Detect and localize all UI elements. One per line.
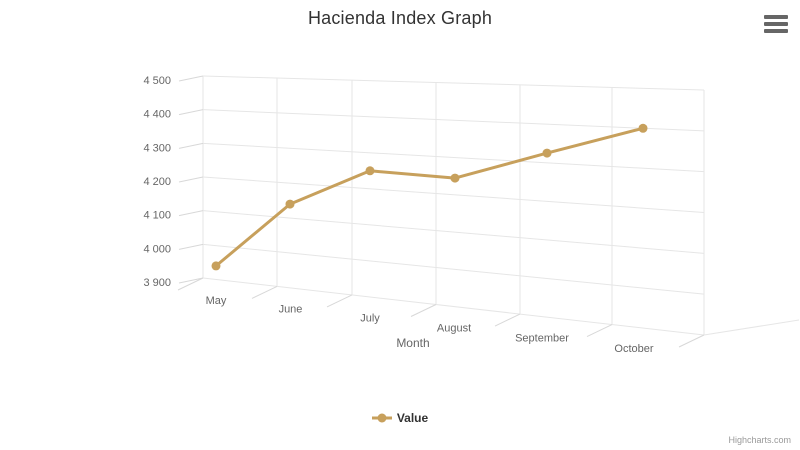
y-tick bbox=[178, 109, 204, 116]
x-tick bbox=[410, 304, 437, 317]
legend-label: Value bbox=[396, 411, 429, 425]
y-tick-label: 3 900 bbox=[143, 277, 171, 289]
y-tick bbox=[178, 142, 204, 149]
y-tick bbox=[178, 243, 204, 250]
y-tick-label: 4 300 bbox=[143, 142, 171, 154]
x-axis-labels: May June July August September October bbox=[206, 295, 654, 355]
grid bbox=[202, 75, 705, 336]
y-gridline bbox=[202, 75, 705, 91]
context-menu-button[interactable] bbox=[762, 12, 790, 36]
x-tick bbox=[678, 334, 705, 348]
y-gridline bbox=[202, 243, 705, 295]
x-tick bbox=[251, 285, 278, 299]
y-tick-label: 4 400 bbox=[143, 109, 171, 121]
data-point[interactable] bbox=[450, 173, 460, 183]
x-tick bbox=[177, 277, 204, 291]
credits-link[interactable]: Highcharts.com bbox=[728, 435, 791, 445]
data-point[interactable] bbox=[365, 166, 375, 176]
y-tick-label: 4 200 bbox=[143, 176, 171, 188]
x-tick-label: June bbox=[279, 304, 303, 316]
y-tick bbox=[178, 277, 204, 284]
x-tick bbox=[494, 313, 521, 327]
data-point[interactable] bbox=[285, 199, 295, 209]
chart-title: Hacienda Index Graph bbox=[307, 8, 493, 28]
x-tick bbox=[586, 324, 613, 337]
y-tick-label: 4 000 bbox=[143, 243, 171, 255]
series-line-value bbox=[214, 126, 645, 268]
y-gridline bbox=[202, 142, 705, 173]
x-tick bbox=[326, 294, 353, 308]
y-gridline bbox=[202, 176, 705, 213]
x-tick-label: July bbox=[360, 313, 380, 325]
series-markers bbox=[211, 123, 648, 271]
x-axis-title: Month bbox=[396, 336, 429, 350]
y-tick-label: 4 500 bbox=[143, 75, 171, 87]
data-point[interactable] bbox=[638, 123, 648, 133]
legend-item-value[interactable]: Value bbox=[371, 411, 429, 425]
y-tick bbox=[178, 176, 204, 183]
y-gridline bbox=[202, 109, 705, 132]
y-axis-labels: 4 500 4 400 4 300 4 200 4 100 4 000 3 900 bbox=[143, 75, 171, 289]
legend-marker-icon bbox=[371, 413, 392, 423]
x-tick-label: September bbox=[515, 332, 569, 344]
y-tick bbox=[178, 75, 204, 82]
data-point[interactable] bbox=[542, 148, 552, 158]
x-tick-label: October bbox=[614, 343, 653, 355]
y-tick bbox=[178, 210, 204, 217]
y-gridline bbox=[202, 210, 705, 254]
x-tick-label: May bbox=[206, 295, 227, 307]
y-tick-label: 4 100 bbox=[143, 210, 171, 222]
hamburger-icon bbox=[764, 15, 788, 33]
x-tick-label: August bbox=[437, 322, 471, 334]
axis-ticks bbox=[177, 75, 705, 348]
legend: Value bbox=[0, 411, 800, 425]
data-point[interactable] bbox=[211, 261, 221, 271]
y-gridline bbox=[202, 277, 705, 336]
floor-depth-edge bbox=[703, 319, 800, 336]
